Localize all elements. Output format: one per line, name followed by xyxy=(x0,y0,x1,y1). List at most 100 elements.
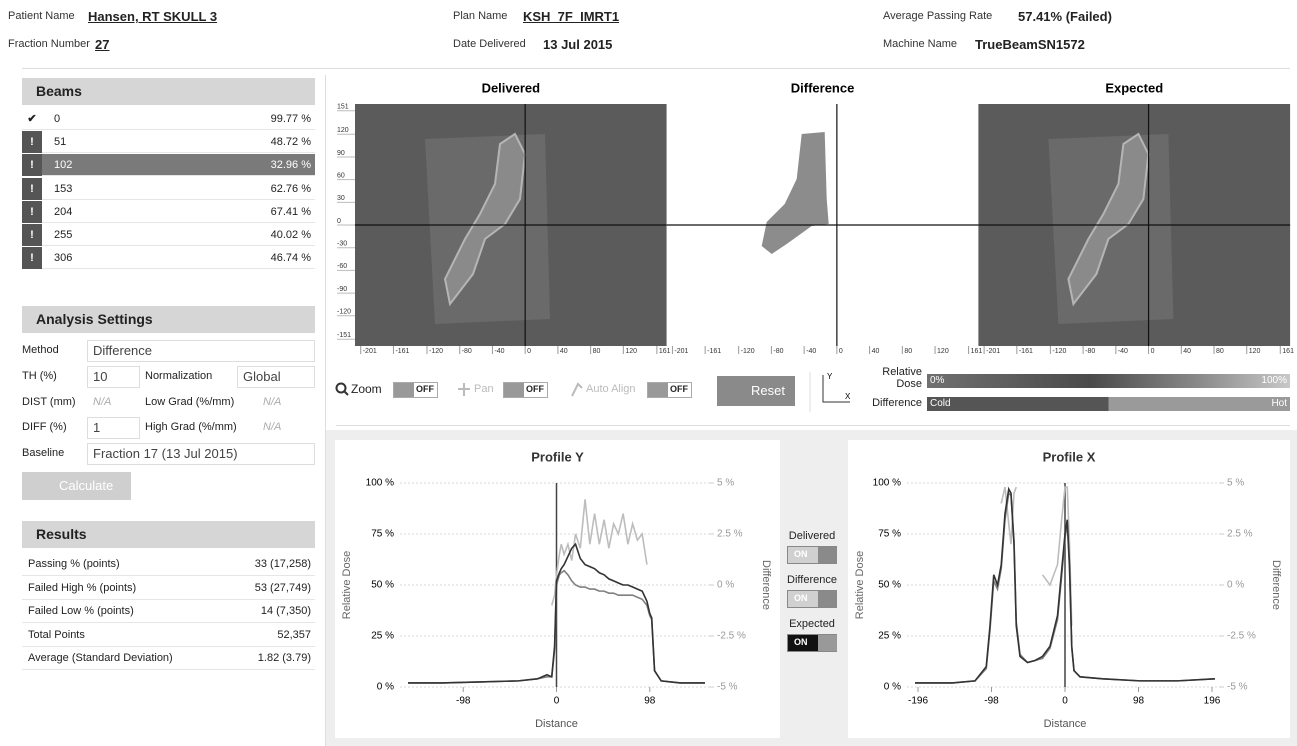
toggle-state: OFF xyxy=(416,384,434,394)
image-x-tick-label: -40 xyxy=(494,348,504,355)
beam-row[interactable]: ✔ 0 99.77 % xyxy=(22,108,315,130)
beam-passing-rate: 46.74 % xyxy=(271,247,311,269)
image-x-tick-label: 40 xyxy=(872,348,880,355)
x-tick-label: -98 xyxy=(456,696,471,707)
beam-passing-rate: 62.76 % xyxy=(271,178,311,200)
setting-field[interactable]: Fraction 17 (13 Jul 2015) xyxy=(87,443,315,465)
image-title: Delivered xyxy=(482,80,541,95)
section-header: Analysis Settings xyxy=(22,306,315,333)
dose-label: Relative Dose xyxy=(858,366,922,390)
difference-label: Difference xyxy=(858,397,922,409)
zoom-label: Zoom xyxy=(351,382,382,396)
beam-angle: 0 xyxy=(54,108,60,130)
image-x-tick-label: 161 xyxy=(1282,348,1294,355)
y2-tick-label: -5 % xyxy=(1227,682,1248,693)
toggle-knob xyxy=(818,591,837,607)
toggle-label: Delivered xyxy=(780,530,844,542)
image-x-tick-label: -161 xyxy=(1019,348,1033,355)
header-label: Patient Name xyxy=(8,10,75,22)
setting-field[interactable]: 1 xyxy=(87,417,140,439)
result-row: Failed Low % (points)14 (7,350) xyxy=(22,600,315,623)
setting-label: High Grad (%/mm) xyxy=(145,421,237,433)
beam-status-icon: ! xyxy=(22,154,42,176)
zoom-icon xyxy=(344,391,348,395)
beam-passing-rate: 40.02 % xyxy=(271,224,311,246)
axis-icon-x: X xyxy=(845,392,851,401)
image-x-tick-label: 161 xyxy=(971,348,983,355)
setting-field[interactable]: Difference xyxy=(87,340,315,362)
y-axis-label: Relative Dose xyxy=(854,551,866,619)
section-header: Results xyxy=(22,521,315,548)
result-row: Passing % (points)33 (17,258) xyxy=(22,553,315,576)
image-y-tick-label: 30 xyxy=(337,195,345,202)
image-x-tick-label: -201 xyxy=(986,348,1000,355)
x-tick-label: 0 xyxy=(1062,696,1068,707)
x-tick-label: 0 xyxy=(554,696,560,707)
image-x-tick-label: -161 xyxy=(395,348,409,355)
image-x-tick-label: -40 xyxy=(1118,348,1128,355)
series-toggle[interactable]: ON xyxy=(787,634,837,652)
header-label: Fraction Number xyxy=(8,38,90,50)
section-header: Beams xyxy=(22,78,315,105)
image-y-tick-label: 151 xyxy=(337,104,349,111)
reset-button[interactable]: Reset xyxy=(717,376,795,406)
y2-tick-label: -2.5 % xyxy=(717,631,746,642)
image-x-tick-label: 80 xyxy=(904,348,912,355)
y2-tick-label: 0 % xyxy=(717,580,734,591)
beam-status-icon: ✔ xyxy=(22,108,42,130)
setting-label: DIST (mm) xyxy=(22,396,76,408)
series-toggle[interactable]: ON xyxy=(787,546,837,564)
result-value: 1.82 (3.79) xyxy=(258,647,311,670)
image-x-tick-label: 120 xyxy=(1249,348,1261,355)
setting-field[interactable]: Global xyxy=(237,366,315,388)
header-value: 57.41% (Failed) xyxy=(1018,9,1112,24)
image-x-tick-label: -80 xyxy=(1085,348,1095,355)
x-tick-label: 98 xyxy=(1133,696,1145,707)
difference-min: Cold xyxy=(930,398,951,409)
y-tick-label: 75 % xyxy=(878,529,901,540)
y-tick-label: 25 % xyxy=(371,631,394,642)
x-tick-label: -98 xyxy=(984,696,999,707)
result-row: Average (Standard Deviation)1.82 (3.79) xyxy=(22,647,315,670)
beam-angle: 306 xyxy=(54,247,72,269)
x-tick-label: 196 xyxy=(1204,696,1221,707)
setting-label: Low Grad (%/mm) xyxy=(145,396,234,408)
app: Delivered-201-161-120-80-400408012016115… xyxy=(0,0,1297,746)
setting-label: DIFF (%) xyxy=(22,421,67,433)
pan-icon xyxy=(458,383,470,396)
setting-value: N/A xyxy=(93,396,111,408)
y2-tick-label: 2.5 % xyxy=(1227,529,1253,540)
image-x-tick-label: -201 xyxy=(363,348,377,355)
image-x-tick-label: 161 xyxy=(659,348,671,355)
image-x-tick-label: 120 xyxy=(625,348,637,355)
calculate-button[interactable]: Calculate xyxy=(22,472,131,500)
toggle[interactable]: OFF xyxy=(647,382,692,398)
toggle[interactable]: OFF xyxy=(503,382,548,398)
chart-title: Profile X xyxy=(1043,449,1096,464)
header-value: 13 Jul 2015 xyxy=(543,37,612,52)
image-y-tick-label: 120 xyxy=(337,127,349,134)
beam-passing-rate: 99.77 % xyxy=(271,108,311,130)
image-x-tick-label: -120 xyxy=(741,348,755,355)
toggle-knob xyxy=(504,383,524,397)
setting-field[interactable]: 10 xyxy=(87,366,140,388)
header-value: TrueBeamSN1572 xyxy=(975,37,1085,52)
toggle-knob xyxy=(818,635,837,651)
header-value: KSH_7F_IMRT1 xyxy=(523,9,619,24)
x-axis-label: Distance xyxy=(535,718,578,730)
result-value: 52,357 xyxy=(277,624,311,647)
image-x-tick-label: 120 xyxy=(937,348,949,355)
x-axis-label: Distance xyxy=(1044,718,1087,730)
toggle[interactable]: OFF xyxy=(393,382,438,398)
image-x-tick-label: -201 xyxy=(674,348,688,355)
beam-passing-rate: 48.72 % xyxy=(271,131,311,153)
axis-icon-y: Y xyxy=(827,372,833,381)
series-toggle[interactable]: ON xyxy=(787,590,837,608)
dose-max: 100% xyxy=(1261,375,1287,386)
